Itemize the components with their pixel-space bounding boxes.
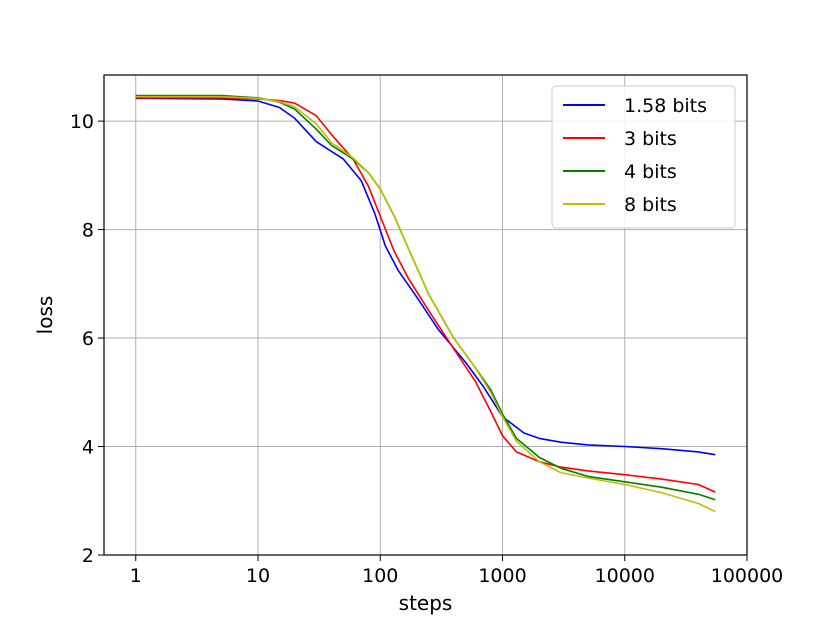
axes-frame: [103, 74, 748, 556]
x-tick-label: 100000: [711, 565, 784, 587]
y-axis-label: loss: [33, 296, 57, 335]
legend-label: 3 bits: [624, 128, 677, 150]
tick-labels: 1 10 100 1000 10000 100000 2 4 6 8 10: [70, 111, 783, 587]
y-tick-label: 10: [70, 111, 94, 133]
legend-label: 1.58 bits: [624, 95, 707, 117]
y-tick-label: 2: [82, 545, 94, 567]
legend-box: [551, 85, 736, 229]
legend-label: 8 bits: [624, 194, 677, 216]
y-tick-label: 6: [82, 328, 94, 350]
y-tick-label: 4: [82, 437, 94, 459]
series-line-1: [135, 97, 716, 456]
axis-ticks: [98, 120, 748, 561]
x-tick-label: 10: [246, 565, 270, 587]
series-line-2: [135, 97, 716, 493]
series-line-4: [135, 95, 716, 513]
legend: 1.58 bits 3 bits 4 bits 8 bits: [551, 85, 736, 229]
x-tick-label: 100: [362, 565, 398, 587]
x-axis-label: steps: [399, 591, 453, 615]
x-tick-label: 1000: [478, 565, 526, 587]
legend-label: 4 bits: [624, 161, 677, 183]
plot-area: [135, 94, 716, 513]
x-tick-label: 1: [130, 565, 142, 587]
x-tick-label: 10000: [595, 565, 655, 587]
y-tick-label: 8: [82, 220, 94, 242]
